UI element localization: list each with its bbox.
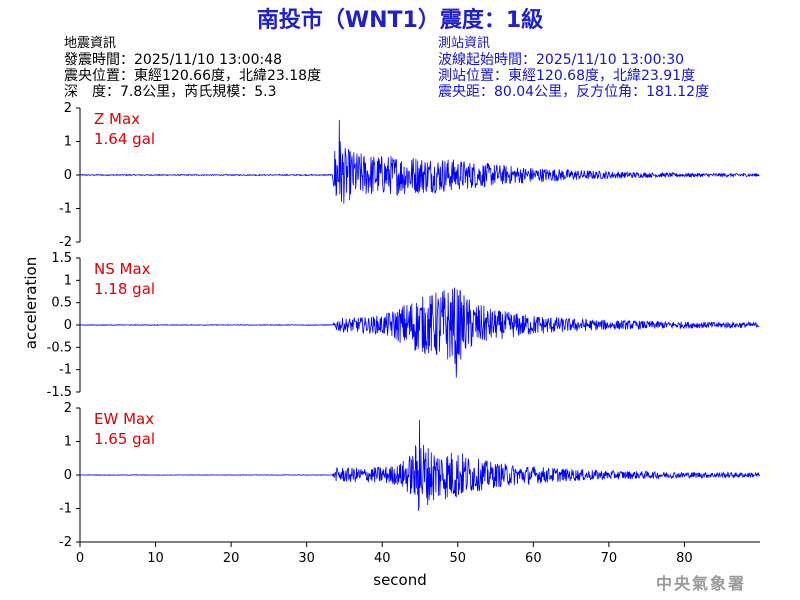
station-info-header: 測站資訊 [438, 36, 491, 51]
station-info-block: 測站資訊 波線起始時間：2025/11/10 13:00:30 測站位置：東經1… [438, 36, 709, 100]
waveform-trace-EW [79, 419, 760, 511]
x-tick-label: 20 [223, 551, 240, 566]
x-axis-label: second [373, 571, 427, 589]
x-tick-label: 50 [450, 551, 467, 566]
y-tick-label: -1 [59, 363, 72, 378]
max-value-NS: 1.18 gal [94, 280, 155, 298]
x-tick-label: 10 [147, 551, 164, 566]
y-tick-label: 1.5 [51, 251, 72, 266]
page-title: 南投市（WNT1）震度：1級 [256, 8, 544, 33]
y-tick-label: -1.5 [47, 385, 72, 400]
y-tick-label: 0 [64, 318, 72, 333]
quake-info-header: 地震資訊 [64, 36, 117, 51]
station-location: 測站位置：東經120.68度，北緯23.91度 [438, 68, 696, 84]
station-wave-start: 波線起始時間：2025/11/10 13:00:30 [438, 52, 685, 68]
y-tick-label: 0 [64, 168, 72, 183]
y-tick-label: 1 [64, 135, 72, 150]
quake-info-block: 地震資訊 發震時間：2025/11/10 13:00:48 震央位置：東經120… [64, 36, 321, 100]
max-label-EW: EW Max [94, 410, 154, 428]
x-tick-label: 60 [525, 551, 542, 566]
y-tick-label: 0.5 [51, 296, 72, 311]
x-tick-label: 70 [601, 551, 618, 566]
agency-footer: 中央氣象署 [655, 574, 746, 593]
max-value-EW: 1.65 gal [94, 430, 155, 448]
y-tick-label: -0.5 [47, 340, 72, 355]
y-tick-label: -2 [59, 535, 72, 550]
y-tick-label: 1 [64, 273, 72, 288]
y-axis-label: acceleration [22, 257, 40, 349]
y-tick-label: -2 [59, 235, 72, 250]
max-label-Z: Z Max [94, 110, 140, 128]
quake-depth-magnitude: 深 度：7.8公里，芮氏規模：5.3 [64, 84, 277, 100]
station-distance: 震央距：80.04公里，反方位角：181.12度 [438, 84, 710, 100]
quake-location: 震央位置：東經120.66度，北緯23.18度 [64, 68, 322, 84]
y-tick-label: 2 [64, 101, 72, 116]
max-value-Z: 1.64 gal [94, 130, 155, 148]
x-tick-label: 30 [298, 551, 315, 566]
x-tick-label: 80 [676, 551, 693, 566]
waveform-trace-NS [79, 287, 760, 378]
x-tick-label: 40 [374, 551, 391, 566]
y-tick-label: 1 [64, 435, 72, 450]
quake-time: 發震時間：2025/11/10 13:00:48 [64, 52, 283, 68]
x-tick-label: 0 [76, 551, 84, 566]
y-tick-label: 0 [64, 468, 72, 483]
y-tick-label: 2 [64, 401, 72, 416]
y-tick-label: -1 [59, 502, 72, 517]
max-label-NS: NS Max [94, 260, 151, 278]
waveform-trace-Z [79, 120, 760, 204]
y-tick-label: -1 [59, 202, 72, 217]
